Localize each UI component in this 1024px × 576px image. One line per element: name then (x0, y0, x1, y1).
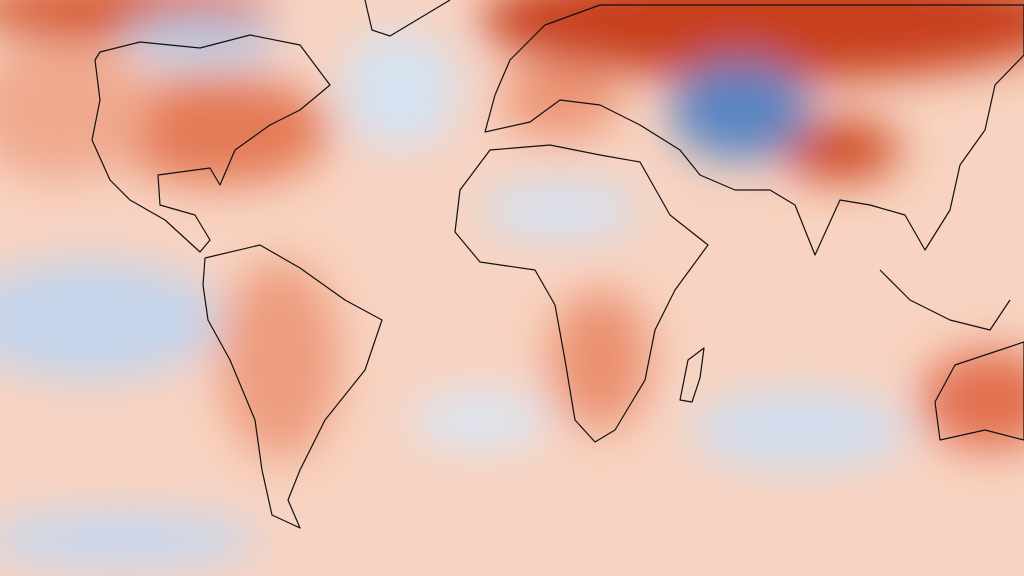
cool-area (670, 60, 810, 160)
cool-area (340, 30, 460, 150)
warm-area (480, 0, 1024, 80)
southeast-asia-islands (879, 269, 1011, 331)
cool-area (690, 390, 910, 470)
warm-area (110, 75, 330, 185)
warm-area (220, 260, 340, 460)
cool-area (0, 260, 220, 380)
warm-area (780, 120, 900, 180)
cool-area (480, 180, 640, 240)
eurasia (484, 4, 1024, 256)
warm-area (550, 290, 650, 430)
cool-area (120, 15, 280, 65)
greenland (364, 0, 451, 37)
cool-area (0, 510, 260, 570)
south-america (202, 244, 383, 529)
warm-area (0, 40, 150, 180)
warm-area (920, 350, 1024, 450)
australia (934, 341, 1024, 441)
north-america (91, 34, 331, 253)
madagascar (679, 347, 705, 403)
coastlines (91, 0, 1024, 529)
cool-area (410, 390, 550, 450)
africa (454, 144, 709, 443)
